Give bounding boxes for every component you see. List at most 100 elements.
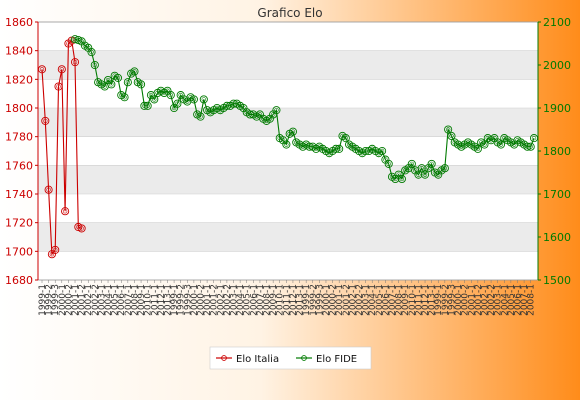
x-tick-label: 2001-2 xyxy=(474,284,484,316)
data-point-inner-fide xyxy=(409,161,415,167)
legend-marker-fide xyxy=(301,355,307,361)
x-tick-label: 1999-3 xyxy=(183,284,193,316)
grid-band xyxy=(38,165,538,194)
data-point-fide xyxy=(331,144,340,153)
legend-marker-italia xyxy=(221,355,227,361)
x-tick-label: 2011-1 xyxy=(414,284,424,316)
data-point-inner-italia xyxy=(62,209,68,214)
data-point-inner-fide xyxy=(498,142,504,147)
data-point-inner-fide xyxy=(383,157,388,162)
x-tick-label: 2002-1 xyxy=(84,284,94,316)
data-point-inner-fide xyxy=(138,82,144,87)
right-tick-label: 1600 xyxy=(543,231,571,244)
x-tick-label: 1999-3 xyxy=(51,284,61,316)
right-tick-label: 1800 xyxy=(543,145,571,158)
x-tick-label: 2005-1 xyxy=(243,284,253,316)
x-tick-label: 2005-1 xyxy=(375,284,385,316)
data-point-inner-italia xyxy=(53,247,58,253)
data-point-fide xyxy=(378,146,387,156)
data-point-fide xyxy=(407,159,416,168)
x-tick-label: 2003-1 xyxy=(230,284,240,316)
data-point-fide xyxy=(397,174,406,183)
data-point-fide xyxy=(90,60,99,70)
x-tick-label: 2004-1 xyxy=(104,284,114,316)
data-point-inner-fide xyxy=(399,176,405,182)
x-tick-label: 2010-1 xyxy=(144,284,154,316)
data-point-inner-fide xyxy=(122,95,127,100)
x-tick-label: 2011-1 xyxy=(282,284,292,316)
x-tick-label: 2007-1 xyxy=(520,284,530,316)
data-point-fide xyxy=(166,91,175,100)
right-tick-label: 2000 xyxy=(543,59,571,72)
x-tick-label: 2013-1 xyxy=(163,284,173,316)
right-axis: 1500 1600 1700 1800 1900 2000 2100 xyxy=(537,16,571,287)
data-point-fide xyxy=(417,164,426,173)
data-point-fide xyxy=(199,95,208,104)
series-line-italia xyxy=(41,39,82,256)
data-point-fide xyxy=(123,78,132,87)
data-point-inner-fide xyxy=(422,172,428,177)
x-tick-label: 2001-2 xyxy=(342,284,352,316)
data-point-italia xyxy=(44,185,53,194)
x-tick-label: 2006-1 xyxy=(117,284,127,316)
data-point-inner-fide xyxy=(274,107,279,113)
x-tick-label: 1999-2 xyxy=(441,284,451,316)
data-point-fide xyxy=(189,95,198,104)
grid-band xyxy=(38,50,538,80)
x-tick-label: 2009-1 xyxy=(137,284,147,316)
legend-label-italia: Elo Italia xyxy=(236,354,279,365)
data-point-inner-fide xyxy=(406,166,411,171)
x-tick-label: 2012-1 xyxy=(289,284,299,316)
x-tick-label: 2000-2 xyxy=(329,284,339,316)
data-point-fide xyxy=(143,101,152,110)
right-tick-label: 2100 xyxy=(543,16,571,29)
data-point-inner-fide xyxy=(442,166,448,171)
data-point-inner-fide xyxy=(92,62,98,68)
left-tick-label: 1860 xyxy=(5,16,33,29)
data-point-italia xyxy=(37,65,47,74)
data-point-inner-fide xyxy=(336,146,342,152)
x-tick-label: 2002-2 xyxy=(223,284,233,316)
x-tick-label: 2008-1 xyxy=(395,284,405,316)
data-point-inner-fide xyxy=(267,116,273,121)
left-tick-label: 1720 xyxy=(5,217,33,230)
left-tick-label: 1680 xyxy=(5,274,33,287)
left-tick-label: 1740 xyxy=(5,188,33,201)
data-point-fide xyxy=(473,144,482,153)
x-tick-label: 2003-1 xyxy=(494,284,504,316)
data-point-inner-fide xyxy=(284,142,289,147)
x-tick-label: 2006-1 xyxy=(249,284,259,316)
x-tick-label: 2001-2 xyxy=(78,284,88,316)
data-point-inner-italia xyxy=(39,67,45,72)
x-tick-label: 2010-1 xyxy=(276,284,286,316)
x-tick-label: 2006-1 xyxy=(381,284,391,316)
legend: Elo Italia Elo FIDE xyxy=(209,346,372,370)
data-point-inner-fide xyxy=(436,172,441,177)
data-point-fide xyxy=(107,80,116,89)
data-point-italia xyxy=(41,116,50,125)
data-point-inner-fide xyxy=(290,129,296,134)
data-point-inner-fide xyxy=(482,142,487,147)
data-point-italia xyxy=(61,207,70,216)
x-tick-label: 2007-1 xyxy=(256,284,266,316)
data-point-inner-italia xyxy=(72,59,78,65)
data-point-inner-fide xyxy=(105,77,111,83)
data-point-inner-fide xyxy=(185,99,190,104)
data-point-italia xyxy=(77,224,86,233)
data-point-inner-fide xyxy=(379,148,385,154)
data-point-fide xyxy=(341,134,350,143)
x-tick-label: 2001-1 xyxy=(467,284,477,316)
plot-background xyxy=(37,21,539,281)
data-point-fide xyxy=(447,131,456,140)
data-point-inner-fide xyxy=(198,114,203,119)
data-point-inner-fide xyxy=(396,172,401,177)
data-point-inner-fide xyxy=(426,166,431,171)
data-point-inner-fide xyxy=(125,79,131,85)
left-tick-label: 1780 xyxy=(5,131,33,144)
data-point-inner-fide xyxy=(412,168,418,173)
data-point-inner-italia xyxy=(49,252,55,257)
x-tick-label: 2005-1 xyxy=(507,284,517,316)
data-point-fide xyxy=(282,140,291,149)
x-tick-label: 2002-1 xyxy=(348,284,358,316)
right-tick-label: 1900 xyxy=(543,102,571,115)
